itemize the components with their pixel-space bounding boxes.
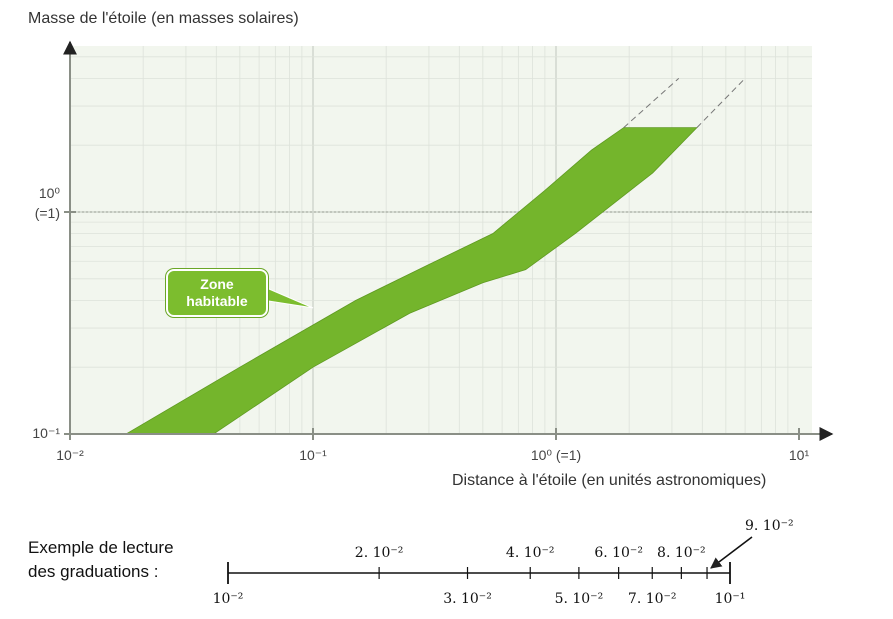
plot-background [70, 46, 812, 434]
reading-scale-label: 10⁻² [213, 591, 244, 607]
reading-scale-label: 9. 10⁻² [745, 518, 794, 534]
x-tick-label: 10¹ [789, 447, 810, 463]
y-tick-label: 10⁰ [39, 185, 61, 201]
x-tick-label: 10⁰ (=1) [531, 447, 581, 463]
y-tick-sublabel: (=1) [35, 205, 60, 221]
reading-scale-arrow [710, 536, 753, 569]
reading-scale-label: 5. 10⁻² [555, 591, 604, 607]
y-tick-label: 10⁻¹ [32, 425, 60, 441]
axes [63, 40, 834, 441]
x-tick-label: 10⁻² [56, 447, 84, 463]
reading-example-scale: 10⁻² 2. 10⁻² 3. 10⁻² 4. 10⁻² 5. 10⁻² 6. 10⁻² 7… [213, 518, 794, 607]
reading-example-line2: des graduations : [28, 562, 159, 581]
dashed-extension [696, 77, 746, 128]
reading-scale-label: 7. 10⁻² [628, 591, 677, 607]
reading-example-label: Exemple de lecture des graduations : [28, 536, 174, 584]
reading-scale-label: 2. 10⁻² [355, 545, 404, 561]
zone-label-line1: Zone [200, 276, 234, 292]
reading-example-line1: Exemple de lecture [28, 538, 174, 557]
dashed-extension [623, 77, 680, 128]
reading-scale-label: 3. 10⁻² [443, 591, 492, 607]
reading-scale-label: 6. 10⁻² [594, 545, 643, 561]
zone-label-line2: habitable [186, 293, 248, 309]
x-axis-label: Distance à l'étoile (en unités astronomi… [452, 472, 767, 489]
reading-scale-label: 10⁻¹ [715, 591, 746, 607]
reading-scale-label: 4. 10⁻² [506, 545, 555, 561]
y-axis-label: Masse de l'étoile (en masses solaires) [28, 10, 299, 27]
reading-scale-label: 8. 10⁻² [657, 545, 706, 561]
tick-labels: 10⁻² 10⁻¹ 10⁰ (=1) 10¹ 10⁻¹ 10⁰ (=1) [32, 185, 809, 463]
x-tick-label: 10⁻¹ [299, 447, 327, 463]
zone-habitable-label: Zone habitable [166, 269, 268, 317]
